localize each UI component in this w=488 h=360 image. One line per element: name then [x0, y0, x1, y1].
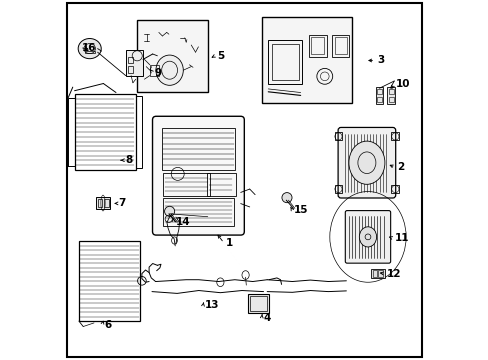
Bar — [261, 17, 351, 103]
Bar — [98, 199, 102, 207]
Text: 6: 6 — [104, 320, 111, 330]
Text: 7: 7 — [118, 198, 125, 208]
Bar — [268, 40, 302, 84]
Bar — [79, 241, 140, 321]
Text: 12: 12 — [386, 269, 400, 279]
Text: 14: 14 — [175, 217, 190, 228]
Bar — [376, 97, 381, 102]
Bar — [161, 128, 235, 170]
Bar — [127, 66, 133, 73]
Bar — [378, 270, 382, 277]
Text: 16: 16 — [81, 42, 96, 53]
Bar — [310, 37, 324, 54]
Bar — [96, 197, 110, 209]
Bar — [163, 198, 233, 226]
Bar — [370, 269, 384, 278]
Text: 13: 13 — [204, 300, 219, 310]
Text: 4: 4 — [263, 312, 270, 323]
Bar — [149, 65, 159, 76]
Text: 10: 10 — [395, 78, 409, 89]
Bar — [127, 57, 133, 63]
Bar — [84, 51, 95, 53]
Bar — [334, 132, 342, 140]
Bar — [104, 199, 108, 207]
Bar — [206, 174, 236, 196]
Bar — [125, 50, 142, 76]
Bar — [334, 185, 342, 193]
Bar — [137, 20, 208, 92]
Bar — [390, 132, 399, 140]
Bar — [75, 94, 136, 170]
Ellipse shape — [156, 55, 183, 85]
Ellipse shape — [78, 39, 101, 59]
Bar — [376, 89, 381, 94]
Bar — [387, 89, 393, 94]
Ellipse shape — [348, 141, 384, 184]
FancyBboxPatch shape — [152, 116, 244, 235]
Bar — [375, 87, 383, 104]
Bar — [247, 294, 268, 313]
Bar — [386, 87, 394, 104]
Bar — [372, 270, 376, 277]
Bar — [390, 185, 399, 193]
FancyBboxPatch shape — [337, 127, 395, 198]
Bar — [334, 37, 346, 54]
Ellipse shape — [282, 193, 291, 203]
Bar — [136, 96, 142, 168]
Ellipse shape — [359, 227, 376, 247]
Bar — [163, 174, 209, 196]
Text: 3: 3 — [376, 55, 384, 66]
Bar — [331, 35, 348, 57]
Text: 2: 2 — [396, 162, 404, 172]
Bar — [271, 44, 298, 80]
Text: 15: 15 — [293, 204, 308, 215]
Text: 5: 5 — [216, 51, 224, 61]
FancyBboxPatch shape — [345, 211, 390, 263]
Bar — [249, 296, 266, 311]
Text: 11: 11 — [394, 233, 408, 243]
Text: 8: 8 — [125, 155, 133, 165]
Ellipse shape — [164, 206, 174, 216]
Text: 1: 1 — [225, 238, 233, 248]
Text: 9: 9 — [154, 68, 162, 78]
Bar — [387, 97, 393, 102]
Bar — [308, 35, 326, 57]
